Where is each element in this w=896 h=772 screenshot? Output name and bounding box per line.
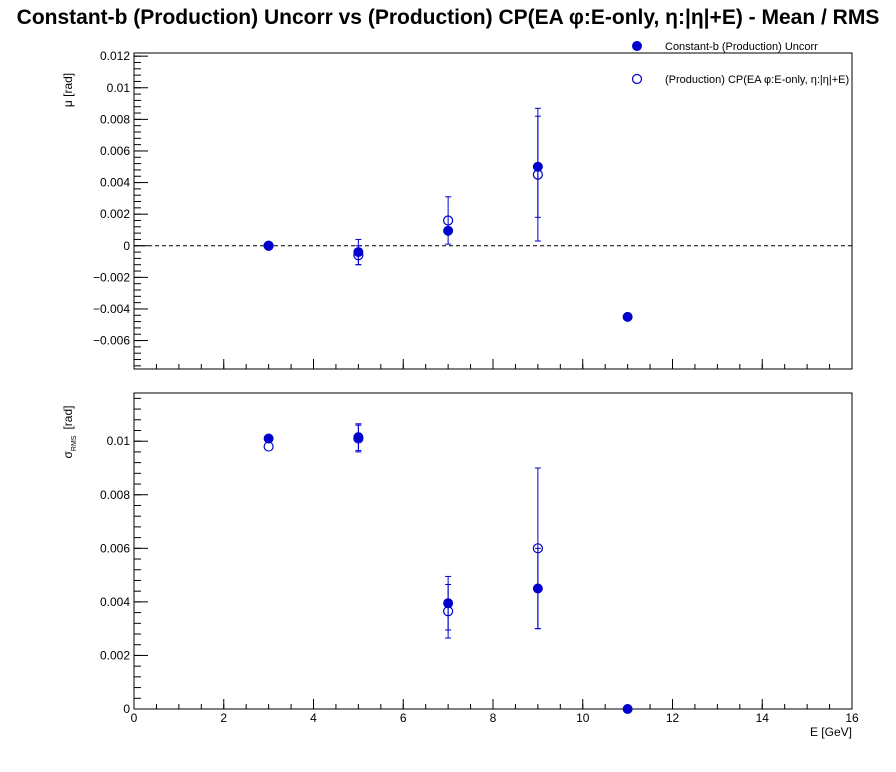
mean-panel: −0.006 −0.004 −0.002 0 0.002 0.004 0.006 0.008 0…	[61, 49, 853, 370]
mean-point-cp	[353, 250, 364, 261]
mean-y-tick-label: 0.002	[100, 207, 130, 221]
mean-point-cp	[532, 169, 543, 180]
rms-y-tick-label: 0.006	[100, 541, 130, 555]
rms-point-cp	[353, 433, 364, 444]
x-tick-label: 4	[310, 711, 317, 725]
chart-title: Constant-b (Production) Uncorr vs (Produ…	[17, 6, 880, 29]
x-tick-label: 16	[845, 711, 859, 725]
rms-y-axis-symbol: σ	[61, 450, 75, 458]
mean-y-axis-label: μ [rad]	[61, 73, 75, 107]
x-tick-label: 14	[756, 711, 770, 725]
rms-point-cp	[443, 606, 454, 617]
x-tick-label: 0	[131, 711, 138, 725]
legend: Constant-b (Production) Uncorr (Producti…	[631, 41, 849, 86]
mean-y-axis: −0.006 −0.004 −0.002 0 0.002 0.004 0.006 0.008 0…	[93, 49, 853, 369]
mean-y-tick-label: −0.002	[93, 270, 130, 284]
rms-data-layer	[263, 423, 633, 714]
mean-y-tick-label: −0.004	[93, 302, 130, 316]
mean-y-tick-label: 0.012	[100, 49, 130, 63]
rms-panel: 0 0.002 0.004 0.006 0.008 0.01 σRMS [rad]	[61, 392, 853, 716]
mean-y-tick-label: 0.01	[107, 81, 131, 95]
legend-marker-filled	[632, 41, 642, 51]
mean-panel-frame	[133, 52, 853, 370]
x-tick-label: 12	[666, 711, 680, 725]
mean-y-tick-label: 0.004	[100, 176, 130, 190]
legend-marker-open	[631, 73, 643, 85]
mean-y-tick-label: 0.008	[100, 112, 130, 126]
x-tick-label: 6	[400, 711, 407, 725]
rms-y-tick-label: 0	[123, 702, 130, 716]
rms-point-uncorr	[622, 704, 633, 714]
x-tick-label: 10	[576, 711, 590, 725]
x-tick-label: 8	[490, 711, 497, 725]
mean-data-layer	[134, 107, 852, 322]
rms-y-axis: 0 0.002 0.004 0.006 0.008 0.01	[100, 397, 853, 716]
mean-point-uncorr	[622, 311, 633, 322]
rms-y-axis-subscript: RMS	[71, 435, 78, 451]
mean-y-tick-label: 0	[123, 239, 130, 253]
x-tick-label: 2	[220, 711, 227, 725]
legend-label-uncorr: Constant-b (Production) Uncorr	[665, 41, 818, 53]
mean-point-cp	[263, 240, 274, 251]
rms-y-tick-label: 0.008	[100, 488, 130, 502]
mean-y-tick-label: 0.006	[100, 144, 130, 158]
rms-point-cp	[532, 543, 543, 554]
legend-label-cp: (Production) CP(EA φ:E-only, η:|η|+E)	[665, 74, 849, 86]
rms-y-axis-label: σRMS [rad]	[61, 406, 78, 459]
mean-y-tick-label: −0.006	[93, 334, 130, 348]
rms-y-tick-label: 0.004	[100, 595, 130, 609]
rms-y-tick-label: 0.002	[100, 648, 130, 662]
rms-panel-frame	[133, 392, 853, 710]
rms-point-cp	[263, 441, 274, 452]
rms-point-uncorr	[263, 433, 274, 444]
rms-y-axis-unit: [rad]	[61, 406, 75, 430]
mean-point-cp	[443, 215, 454, 226]
rms-y-tick-label: 0.01	[107, 434, 131, 448]
x-axis: 0 2 4 6 8 10 12 14 16	[131, 711, 859, 725]
x-axis-label: E [GeV]	[810, 725, 852, 739]
